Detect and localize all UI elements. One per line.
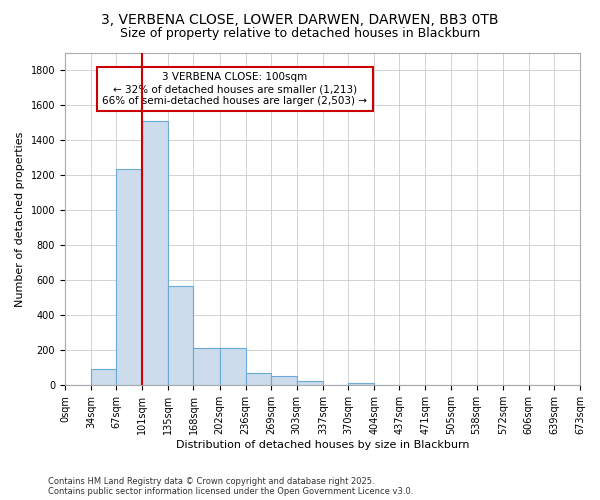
Bar <box>91 368 116 385</box>
Bar <box>271 376 297 385</box>
Bar <box>348 382 374 385</box>
Text: 3, VERBENA CLOSE, LOWER DARWEN, DARWEN, BB3 0TB: 3, VERBENA CLOSE, LOWER DARWEN, DARWEN, … <box>101 12 499 26</box>
Bar <box>297 381 323 385</box>
X-axis label: Distribution of detached houses by size in Blackburn: Distribution of detached houses by size … <box>176 440 469 450</box>
Bar <box>116 169 142 385</box>
Text: Contains HM Land Registry data © Crown copyright and database right 2025.
Contai: Contains HM Land Registry data © Crown c… <box>48 476 413 496</box>
Bar <box>245 373 271 385</box>
Y-axis label: Number of detached properties: Number of detached properties <box>15 131 25 306</box>
Bar <box>142 121 168 385</box>
Text: 3 VERBENA CLOSE: 100sqm
← 32% of detached houses are smaller (1,213)
66% of semi: 3 VERBENA CLOSE: 100sqm ← 32% of detache… <box>103 72 367 106</box>
Bar <box>220 348 245 385</box>
Bar <box>168 286 193 385</box>
Bar <box>193 348 220 385</box>
Text: Size of property relative to detached houses in Blackburn: Size of property relative to detached ho… <box>120 28 480 40</box>
